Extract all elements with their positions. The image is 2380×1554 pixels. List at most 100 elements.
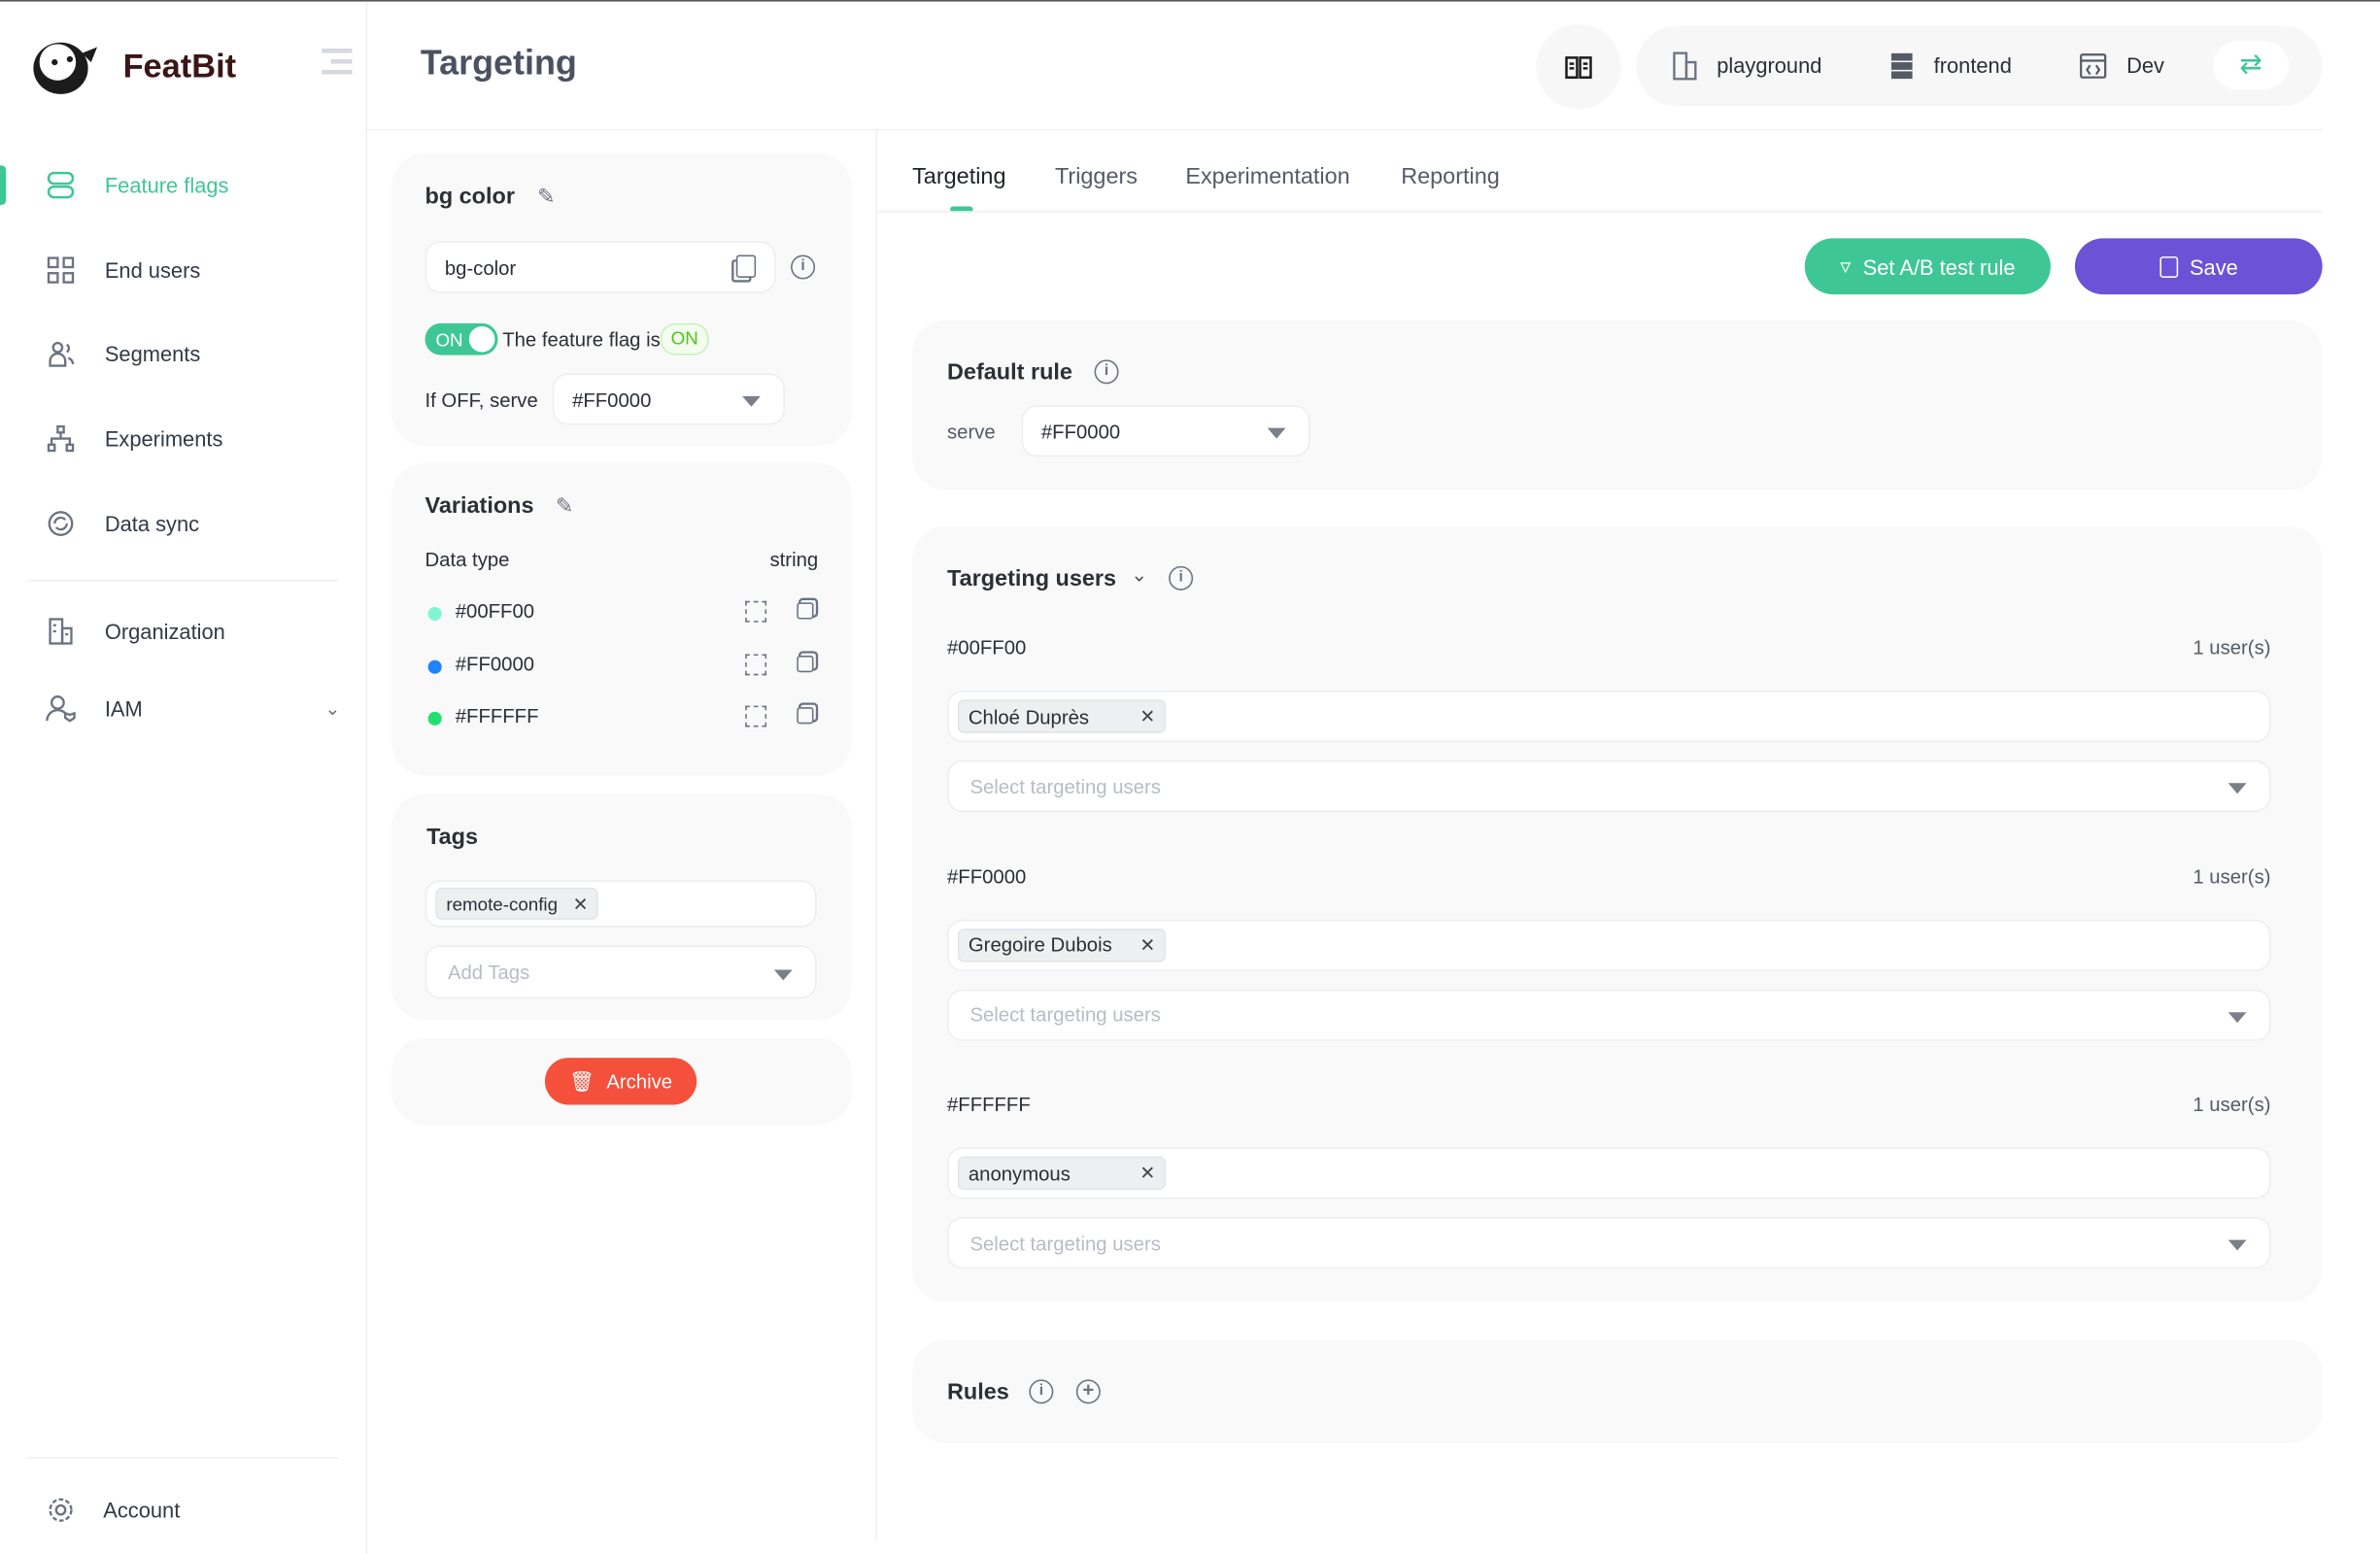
default-rule-panel: Default rule i serve #FF0000 — [912, 320, 2323, 490]
users-icon — [46, 338, 76, 368]
remove-user-icon[interactable]: ✕ — [1139, 933, 1156, 956]
variation-color-dot — [427, 607, 442, 622]
building-icon — [46, 616, 76, 646]
tag-chip: remote-config ✕ — [435, 888, 599, 920]
building-icon — [1673, 51, 1697, 81]
sidebar-item-end-users[interactable]: End users — [0, 248, 367, 293]
user-chip: anonymous ✕ — [957, 1156, 1166, 1190]
tag-label: remote-config — [446, 893, 559, 915]
sidebar-item-segments[interactable]: Segments — [0, 331, 367, 377]
sidebar-item-label: IAM — [104, 696, 143, 722]
sidebar-item-label: Feature flags — [104, 173, 229, 198]
expand-icon[interactable] — [745, 600, 767, 623]
variation-value: #FF0000 — [455, 652, 535, 675]
sidebar-item-data-sync[interactable]: Data sync — [0, 501, 367, 547]
project-label: frontend — [1933, 52, 2012, 78]
select-targeting-users[interactable]: Select targeting users — [947, 760, 2271, 812]
tab-targeting[interactable]: Targeting — [912, 163, 1006, 190]
archive-panel: 🗑 Archive — [391, 1037, 852, 1125]
sidebar-item-label: Account — [103, 1498, 181, 1523]
off-variation-select[interactable]: #FF0000 — [552, 373, 785, 425]
info-icon[interactable]: i — [1169, 565, 1194, 591]
default-variation-value: #FF0000 — [1040, 420, 1121, 443]
info-icon[interactable]: i — [791, 254, 816, 280]
sidebar-item-experiments[interactable]: Experiments — [0, 416, 367, 461]
sidebar-item-account[interactable]: Account — [0, 1487, 367, 1533]
env-selector[interactable]: playground frontend Dev ⇄ — [1636, 25, 2323, 107]
save-label: Save — [2189, 253, 2238, 279]
select-targeting-users[interactable]: Select targeting users — [947, 988, 2271, 1041]
off-variation-value: #FF0000 — [572, 388, 652, 411]
user-count: 1 user(s) — [2193, 863, 2271, 888]
add-tags-select[interactable]: Add Tags — [425, 945, 817, 999]
featbit-logo — [33, 42, 97, 94]
sidebar-item-label: Segments — [104, 341, 201, 366]
org-label: playground — [1717, 52, 1822, 78]
group-variation: #FF0000 — [947, 863, 1027, 888]
selected-users-field[interactable]: anonymous ✕ — [947, 1147, 2271, 1199]
tab-triggers[interactable]: Triggers — [1054, 163, 1139, 190]
caret-down-icon — [1267, 427, 1286, 439]
tags-panel: Tags remote-config ✕ Add Tags — [391, 794, 852, 1020]
remove-user-icon[interactable]: ✕ — [1139, 1162, 1156, 1184]
switch-env-icon[interactable]: ⇄ — [2213, 41, 2290, 90]
set-ab-test-rule-button[interactable]: ▿ Set A/B test rule — [1804, 238, 2051, 295]
docs-button[interactable] — [1536, 24, 1621, 110]
env-label: Dev — [2126, 52, 2164, 78]
sidebar-item-organization[interactable]: Organization — [0, 609, 367, 655]
active-tab-indicator — [950, 206, 973, 213]
flag-key-field[interactable]: bg-color — [425, 241, 776, 293]
tab-reporting[interactable]: Reporting — [1401, 163, 1500, 190]
variations-title: Variations — [425, 492, 534, 520]
trash-icon: 🗑 — [569, 1068, 595, 1093]
remove-tag-icon[interactable]: ✕ — [572, 893, 589, 915]
toggle-knob — [468, 325, 495, 353]
archive-label: Archive — [606, 1069, 673, 1093]
flag-key: bg-color — [444, 255, 517, 279]
rules-panel: Rules i + — [912, 1339, 2323, 1443]
copy-icon[interactable] — [797, 602, 814, 620]
variation-color-dot — [427, 659, 442, 673]
funnel-icon: ▿ — [1840, 253, 1852, 278]
sidebar-item-feature-flags[interactable]: Feature flags — [0, 162, 367, 208]
edit-icon[interactable]: ✎ — [537, 184, 556, 209]
tab-experimentation[interactable]: Experimentation — [1185, 163, 1350, 190]
sidebar-item-iam[interactable]: IAM ⌄ — [0, 686, 367, 731]
collapse-sidebar-icon[interactable] — [322, 49, 353, 76]
user-name: Gregoire Dubois — [968, 932, 1112, 957]
grid-icon — [46, 255, 76, 286]
select-targeting-users[interactable]: Select targeting users — [947, 1217, 2271, 1269]
selected-users-field[interactable]: Chloé Duprès ✕ — [947, 690, 2271, 743]
copy-icon[interactable] — [735, 254, 757, 278]
data-type-value: string — [769, 548, 819, 571]
default-rule-title: Default rule — [947, 359, 1072, 386]
user-name: anonymous — [968, 1162, 1071, 1185]
expand-icon[interactable] — [745, 705, 767, 727]
tags-field[interactable]: remote-config ✕ — [425, 880, 817, 928]
user-count: 1 user(s) — [2193, 1093, 2271, 1116]
group-variation: #FFFFFF — [947, 1093, 1031, 1116]
sync-icon — [46, 508, 76, 538]
gear-icon — [46, 1495, 76, 1525]
flag-toggle[interactable]: ON — [425, 322, 498, 355]
info-icon[interactable]: i — [1029, 1379, 1054, 1404]
expand-icon[interactable] — [745, 653, 767, 675]
chevron-down-icon[interactable]: ⌄ — [1131, 562, 1148, 587]
user-name: Chloé Duprès — [968, 704, 1090, 728]
info-icon[interactable]: i — [1094, 359, 1119, 385]
chevron-down-icon: ⌄ — [324, 697, 341, 720]
copy-icon[interactable] — [797, 655, 814, 672]
select-users-placeholder: Select targeting users — [969, 1002, 1161, 1027]
add-rule-icon[interactable]: + — [1075, 1379, 1101, 1404]
user-shield-icon — [46, 693, 76, 724]
archive-button[interactable]: 🗑 Archive — [544, 1058, 697, 1105]
serve-label: serve — [947, 420, 996, 444]
save-button[interactable]: Save — [2074, 238, 2323, 295]
user-chip: Chloé Duprès ✕ — [957, 699, 1166, 733]
copy-icon[interactable] — [797, 707, 814, 725]
select-users-placeholder: Select targeting users — [969, 774, 1161, 798]
selected-users-field[interactable]: Gregoire Dubois ✕ — [947, 919, 2271, 971]
remove-user-icon[interactable]: ✕ — [1139, 705, 1156, 727]
default-variation-select[interactable]: #FF0000 — [1021, 405, 1310, 457]
edit-icon[interactable]: ✎ — [555, 492, 574, 518]
